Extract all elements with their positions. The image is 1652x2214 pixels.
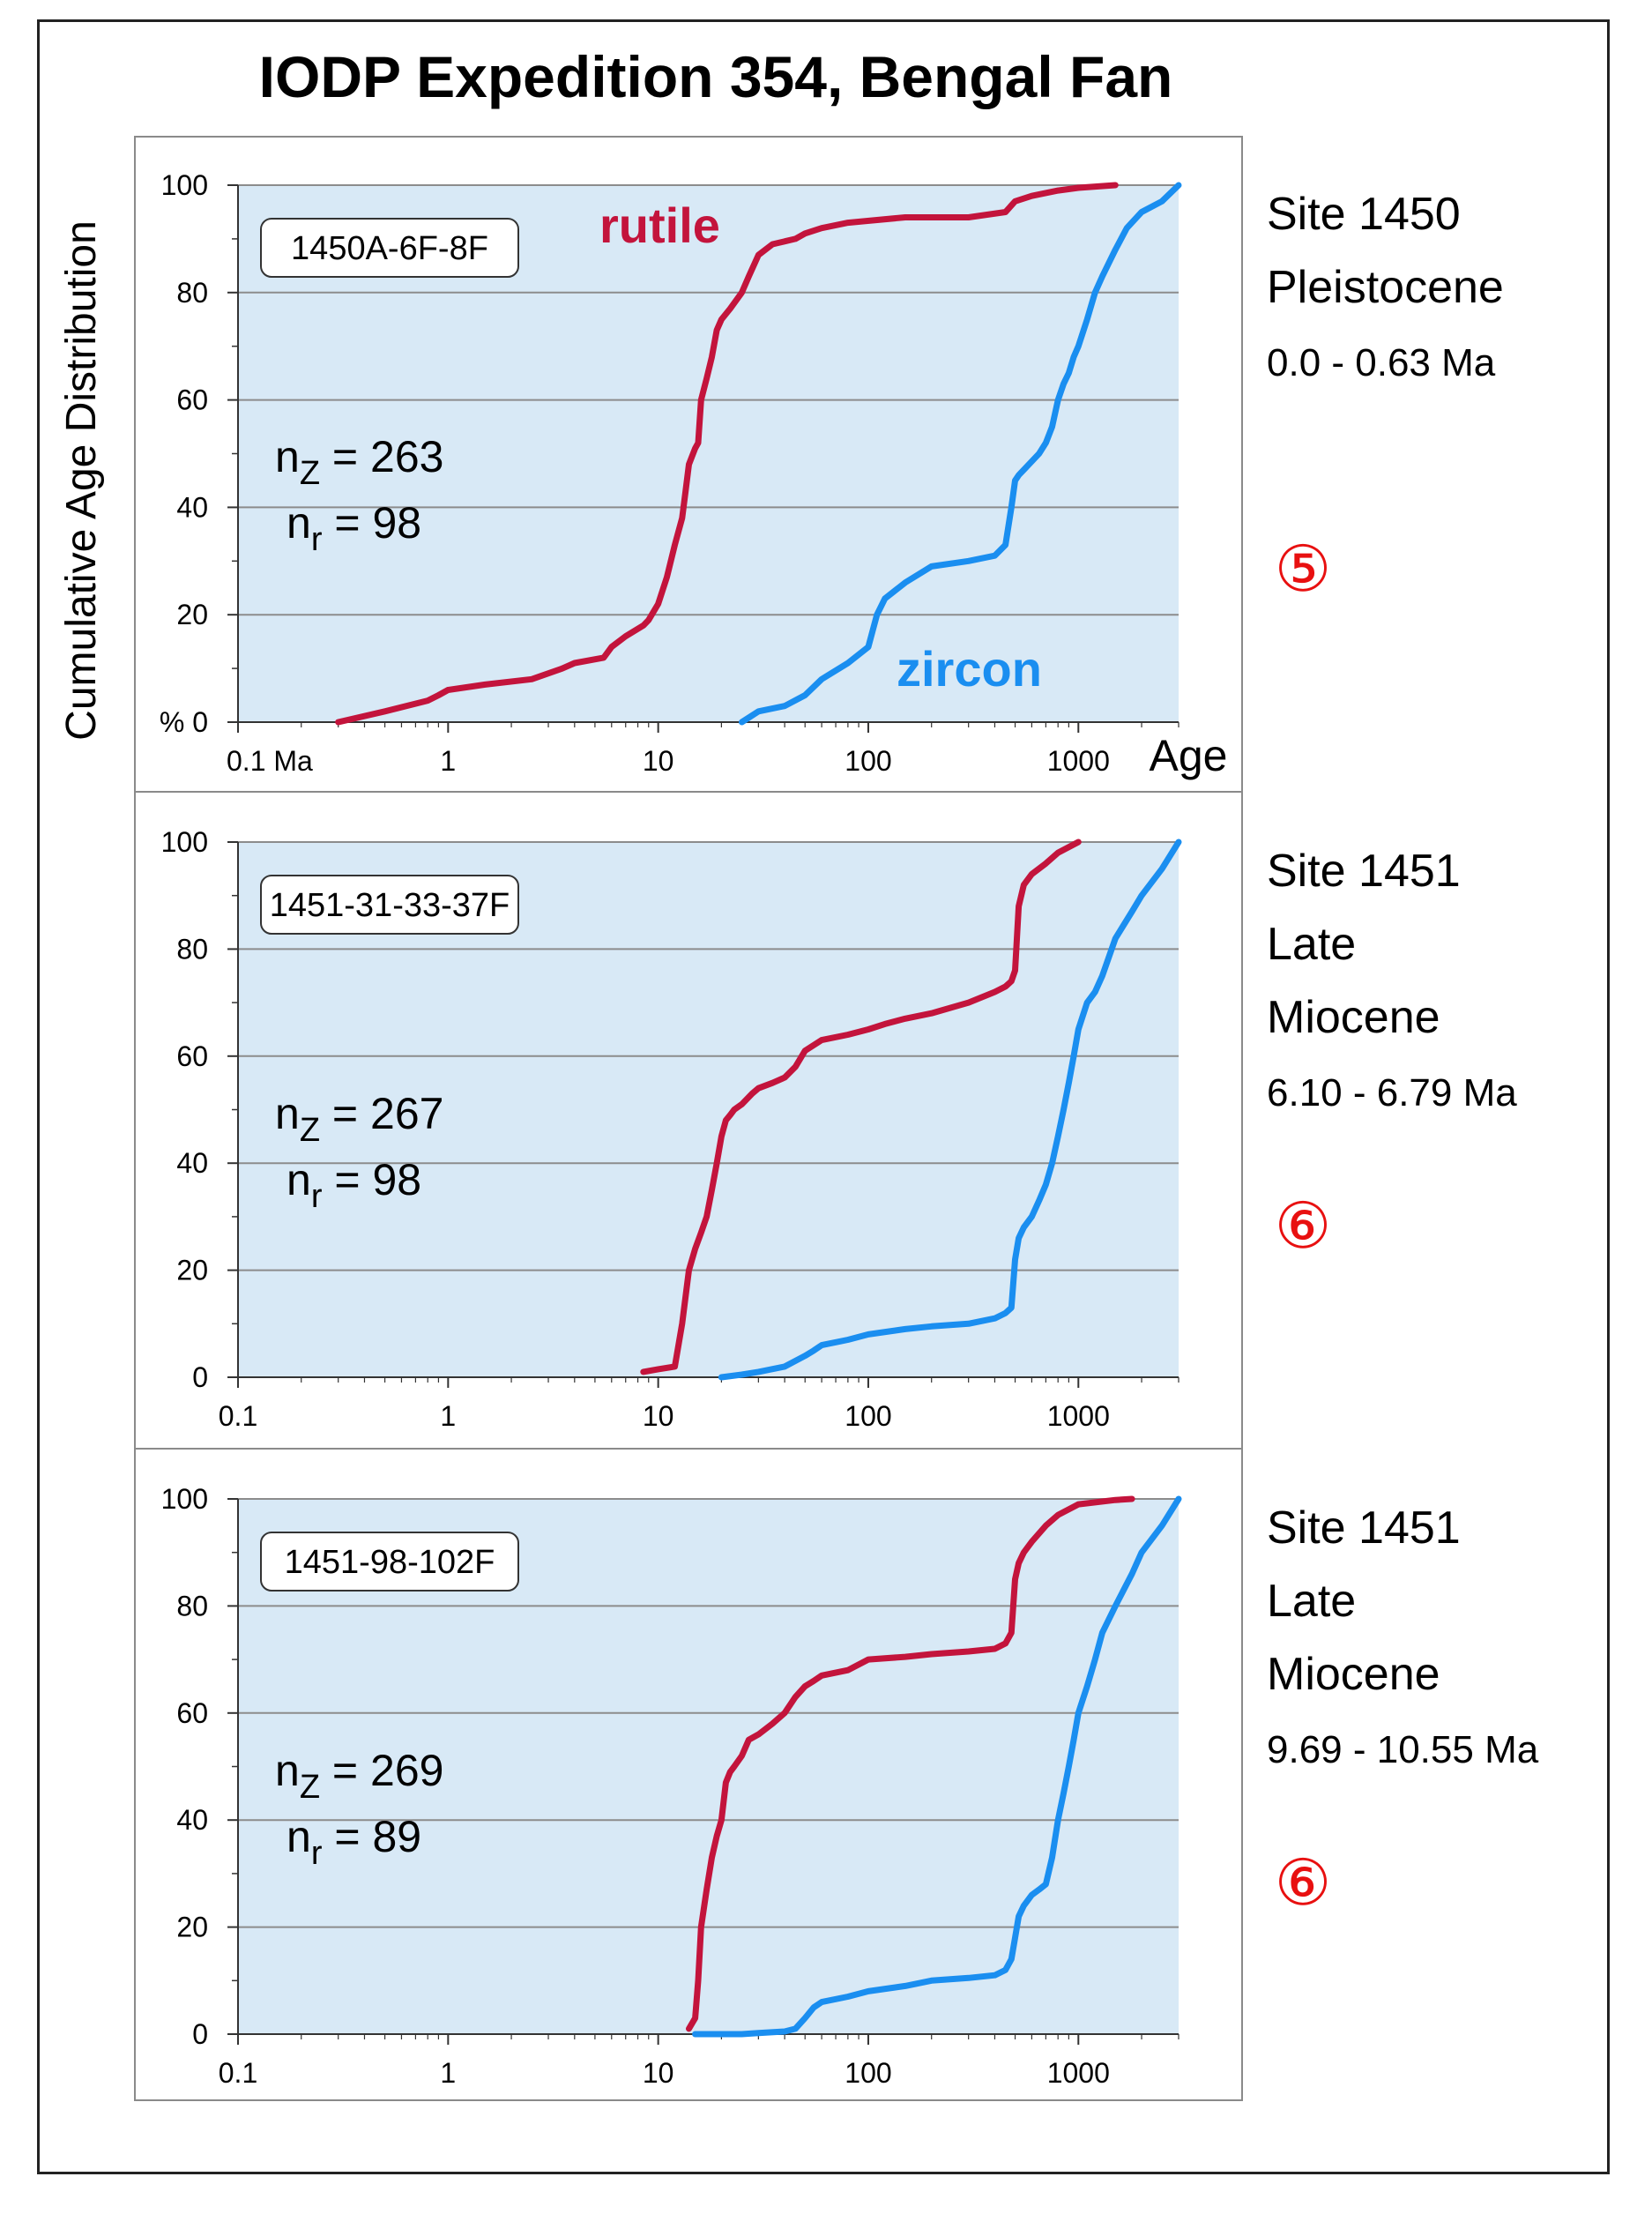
zircon-count-n: n bbox=[275, 432, 300, 481]
panel-1: % 0 20 40 60 80 100 0.1 Ma 1 10 100 1000 Age rutile z… bbox=[134, 136, 1504, 793]
x-tick-label: 1 bbox=[440, 2057, 456, 2089]
zircon-count-n: n bbox=[275, 1746, 300, 1795]
x-tick-label: 1000 bbox=[1047, 1400, 1110, 1432]
zircon-count-sub: Z bbox=[300, 455, 320, 492]
y-tick-label: 80 bbox=[176, 933, 208, 965]
figure-title: IODP Expedition 354, Bengal Fan bbox=[259, 44, 1173, 109]
zircon-count-sub: Z bbox=[300, 1769, 320, 1806]
rutile-count-sub: r bbox=[311, 1835, 323, 1872]
rutile-curve bbox=[335, 182, 1119, 726]
x-tick-label: 100 bbox=[845, 2057, 891, 2089]
zircon-curve bbox=[739, 182, 1182, 726]
group-marker: ⑥ bbox=[1275, 1191, 1332, 1262]
zircon-count-n: n bbox=[275, 1089, 300, 1138]
site-name: Site 1451 bbox=[1267, 1502, 1461, 1554]
zircon-count: nZ = 269 bbox=[275, 1746, 443, 1806]
x-tick-label: 10 bbox=[643, 1400, 674, 1432]
site-annotation: Site 1451 Late Miocene 9.69 - 10.55 Ma ⑥ bbox=[1267, 1502, 1539, 1919]
rutile-count-n: n bbox=[286, 1155, 311, 1204]
y-tick-label: 60 bbox=[176, 384, 208, 416]
y-axis-label: Cumulative Age Distribution bbox=[58, 220, 105, 741]
rutile-count-value: = 89 bbox=[322, 1812, 421, 1861]
y-tick-label: 80 bbox=[176, 277, 208, 309]
epoch-line: Miocene bbox=[1267, 1649, 1440, 1700]
x-tick-label: 1000 bbox=[1047, 2057, 1110, 2089]
zircon-count-sub: Z bbox=[300, 1112, 320, 1149]
x-tick-label: 1000 bbox=[1047, 745, 1110, 777]
x-tick-label: 0.1 Ma bbox=[227, 745, 313, 777]
site-name: Site 1451 bbox=[1267, 846, 1461, 897]
y-tick-label: 100 bbox=[161, 1483, 208, 1515]
rutile-count-value: = 98 bbox=[322, 498, 421, 548]
rutile-count: nr = 98 bbox=[286, 1155, 421, 1215]
zircon-curve bbox=[692, 1495, 1182, 2038]
zircon-count: nZ = 263 bbox=[275, 432, 443, 492]
rutile-count-value: = 98 bbox=[322, 1155, 421, 1204]
zircon-count-value: = 267 bbox=[320, 1089, 443, 1138]
epoch-line: Miocene bbox=[1267, 992, 1440, 1043]
y-tick-label: 40 bbox=[176, 1147, 208, 1179]
y-tick-label: 40 bbox=[176, 491, 208, 523]
zircon-count-value: = 269 bbox=[320, 1746, 443, 1795]
epoch-line: Late bbox=[1267, 919, 1356, 970]
rutile-label: rutile bbox=[599, 198, 720, 253]
x-tick-label: 10 bbox=[643, 745, 674, 777]
group-marker: ⑤ bbox=[1275, 534, 1332, 605]
zircon-count: nZ = 267 bbox=[275, 1089, 443, 1149]
y-tick-label: 0 bbox=[192, 2018, 208, 2050]
zircon-curve bbox=[718, 839, 1182, 1381]
age-range: 0.0 - 0.63 Ma bbox=[1267, 341, 1496, 384]
y-tick-label: 100 bbox=[161, 826, 208, 858]
panel-2: 0 20 40 60 80 100 0.1 1 10 100 1000 1451-31-33-37F n… bbox=[134, 791, 1517, 1450]
rutile-count-n: n bbox=[286, 1812, 311, 1861]
x-tick-label: 0.1 bbox=[219, 2057, 257, 2089]
y-tick-label: 80 bbox=[176, 1590, 208, 1621]
age-range: 6.10 - 6.79 Ma bbox=[1267, 1071, 1517, 1114]
zircon-label: zircon bbox=[897, 641, 1042, 697]
sample-id: 1451-31-33-37F bbox=[270, 887, 510, 924]
y-tick-label: 60 bbox=[176, 1040, 208, 1072]
y-tick-label: 20 bbox=[176, 1255, 208, 1286]
x-tick-label: 0.1 bbox=[219, 1400, 257, 1432]
x-tick-label: 100 bbox=[845, 1400, 891, 1432]
x-tick-label: 10 bbox=[643, 2057, 674, 2089]
rutile-curve bbox=[640, 839, 1082, 1375]
zircon-count-value: = 263 bbox=[320, 432, 443, 481]
y-tick-label: % 0 bbox=[160, 706, 208, 738]
panel-3: 0 20 40 60 80 100 0.1 1 10 100 1000 1451-98-102F nZ … bbox=[134, 1448, 1539, 2101]
y-tick-label: 60 bbox=[176, 1697, 208, 1729]
site-name: Site 1450 bbox=[1267, 189, 1461, 240]
sample-box bbox=[260, 1532, 519, 1592]
site-annotation: Site 1451 Late Miocene 6.10 - 6.79 Ma ⑥ bbox=[1267, 846, 1517, 1262]
sample-id: 1451-98-102F bbox=[285, 1544, 495, 1581]
x-axis-label: Age bbox=[1150, 731, 1228, 780]
rutile-count: nr = 98 bbox=[286, 498, 421, 558]
y-tick-label: 100 bbox=[161, 169, 208, 201]
y-tick-label: 40 bbox=[176, 1804, 208, 1836]
rutile-curve bbox=[686, 1495, 1135, 2032]
sample-box bbox=[260, 875, 519, 935]
figure-frame bbox=[37, 19, 1610, 2174]
y-tick-label: 20 bbox=[176, 1912, 208, 1943]
rutile-count-n: n bbox=[286, 498, 311, 548]
rutile-count-sub: r bbox=[311, 1178, 323, 1215]
site-annotation: Site 1450 Pleistocene 0.0 - 0.63 Ma ⑤ bbox=[1267, 189, 1504, 605]
rutile-count: nr = 89 bbox=[286, 1812, 421, 1872]
epoch-line: Pleistocene bbox=[1267, 262, 1504, 313]
rutile-count-sub: r bbox=[311, 521, 323, 558]
x-tick-label: 1 bbox=[440, 745, 456, 777]
epoch-line: Late bbox=[1267, 1576, 1356, 1627]
y-tick-label: 0 bbox=[192, 1361, 208, 1393]
x-tick-label: 100 bbox=[845, 745, 891, 777]
sample-id: 1450A-6F-8F bbox=[291, 230, 488, 267]
sample-box bbox=[260, 218, 519, 278]
group-marker: ⑥ bbox=[1275, 1848, 1332, 1919]
age-range: 9.69 - 10.55 Ma bbox=[1267, 1728, 1539, 1771]
y-tick-label: 20 bbox=[176, 599, 208, 630]
x-tick-label: 1 bbox=[440, 1400, 456, 1432]
